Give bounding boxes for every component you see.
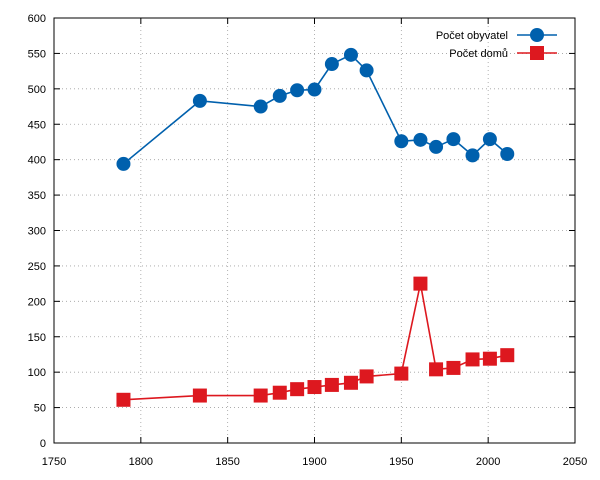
y-tick-label: 400 (28, 155, 46, 167)
data-point-square (290, 382, 305, 397)
data-point-circle (359, 63, 374, 78)
data-point-circle (482, 132, 497, 147)
y-tick-label: 300 (28, 226, 46, 238)
series-population (116, 47, 515, 171)
data-point-square (253, 388, 268, 403)
data-point-square (429, 362, 444, 377)
y-tick-label: 50 (34, 403, 46, 415)
data-point-square (116, 392, 131, 407)
data-point-square (465, 352, 480, 367)
data-point-circle (116, 156, 131, 171)
y-tick-label: 250 (28, 261, 46, 273)
data-point-square (413, 276, 428, 291)
legend-entry: Počet domů (449, 46, 557, 60)
y-tick-label: 550 (28, 48, 46, 60)
x-tick-label: 1750 (42, 456, 66, 468)
legend: Počet obyvatel Počet domů (436, 28, 557, 60)
y-tick-label: 500 (28, 84, 46, 96)
data-point-square (482, 351, 497, 366)
data-point-circle (272, 88, 287, 103)
data-point-circle (324, 57, 339, 72)
series-line (123, 283, 508, 401)
y-tick-label: 150 (28, 332, 46, 344)
legend-label: Počet domů (449, 48, 508, 60)
y-tick-label: 600 (28, 13, 46, 25)
series-group (116, 47, 515, 407)
x-tick-label: 1850 (215, 456, 239, 468)
data-point-circle (465, 148, 480, 163)
legend-marker (530, 28, 544, 42)
y-tick-label: 200 (28, 296, 46, 308)
data-point-circle (253, 99, 268, 114)
x-tick-label: 2050 (563, 456, 587, 468)
data-point-square (394, 366, 409, 381)
data-point-circle (307, 82, 322, 97)
axes (53, 17, 576, 444)
data-point-square (500, 348, 515, 363)
legend-label: Počet obyvatel (436, 30, 508, 42)
grid-lines (54, 18, 575, 443)
x-tick-label: 2000 (476, 456, 500, 468)
data-point-circle (500, 147, 515, 161)
tick-labels: 0 50 100 150 200 250 300 350 400 450 500 550 600 1750… (28, 13, 588, 468)
legend-entry: Počet obyvatel (436, 28, 557, 42)
legend-marker (530, 46, 544, 60)
data-point-circle (446, 132, 461, 147)
data-point-square (192, 388, 207, 403)
data-point-square (324, 377, 339, 392)
data-point-circle (394, 134, 409, 149)
series-houses (116, 276, 515, 407)
data-point-square (343, 375, 358, 390)
data-point-circle (290, 83, 305, 98)
data-point-circle (413, 132, 428, 147)
y-tick-label: 450 (28, 119, 46, 131)
data-point-circle (429, 139, 444, 154)
data-point-square (272, 385, 287, 400)
data-point-square (359, 369, 374, 384)
data-point-square (446, 360, 461, 375)
y-tick-label: 0 (40, 438, 46, 450)
data-point-circle (192, 93, 207, 108)
x-tick-label: 1800 (129, 456, 153, 468)
x-tick-label: 1950 (389, 456, 413, 468)
data-point-circle (343, 47, 358, 62)
y-tick-label: 100 (28, 367, 46, 379)
x-tick-label: 1900 (302, 456, 326, 468)
series-line (122, 53, 508, 165)
y-tick-label: 350 (28, 190, 46, 202)
data-point-square (307, 380, 322, 395)
